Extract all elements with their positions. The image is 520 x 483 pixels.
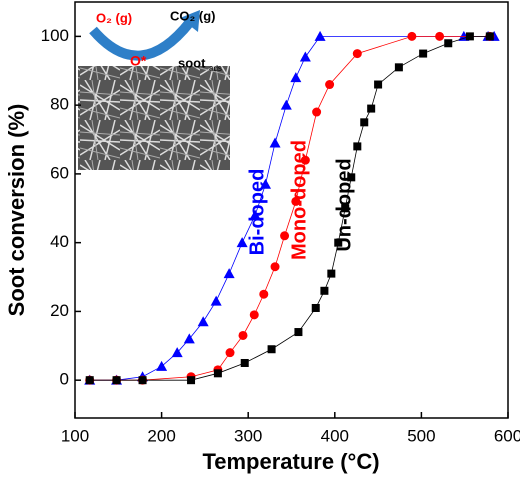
marker xyxy=(320,286,329,295)
marker xyxy=(112,376,121,385)
marker xyxy=(353,142,362,151)
x-tick-label: 400 xyxy=(321,426,349,445)
y-tick-label: 0 xyxy=(60,370,69,389)
marker xyxy=(269,137,281,148)
marker xyxy=(280,231,290,241)
marker xyxy=(238,330,248,340)
y-tick-label: 100 xyxy=(41,26,69,45)
marker xyxy=(325,80,335,90)
marker xyxy=(270,262,280,272)
x-tick-label: 300 xyxy=(234,426,262,445)
marker xyxy=(485,32,494,41)
marker xyxy=(300,155,310,165)
marker xyxy=(249,209,261,220)
inset-image xyxy=(78,66,230,170)
marker xyxy=(374,80,383,89)
marker xyxy=(314,30,326,41)
inset-label: soot xyxy=(178,55,206,70)
marker xyxy=(394,63,403,72)
x-tick-label: 100 xyxy=(61,426,89,445)
inset-label: O₂ (g) xyxy=(96,10,132,25)
marker xyxy=(260,178,272,189)
marker xyxy=(435,31,445,41)
inset-label: CO₂ (g) xyxy=(170,8,216,23)
marker xyxy=(352,49,362,59)
inset-arrowhead xyxy=(180,10,200,32)
marker xyxy=(347,173,356,182)
x-tick-label: 500 xyxy=(407,426,435,445)
marker xyxy=(213,369,222,378)
marker xyxy=(267,345,276,354)
marker xyxy=(465,32,474,41)
marker xyxy=(240,358,249,367)
inset-arrow xyxy=(89,18,194,61)
marker xyxy=(311,303,320,312)
marker xyxy=(327,269,336,278)
marker xyxy=(299,51,311,62)
y-tick-label: 60 xyxy=(50,163,69,182)
marker xyxy=(290,72,302,83)
marker xyxy=(138,376,147,385)
y-axis-label: Soot conversion (%) xyxy=(4,104,29,317)
marker xyxy=(183,333,195,344)
marker xyxy=(291,196,301,206)
marker xyxy=(223,268,235,279)
x-tick-label: 600 xyxy=(494,426,520,445)
marker xyxy=(225,348,235,358)
marker xyxy=(360,118,369,127)
series-label: Mono-doped xyxy=(288,140,310,260)
marker xyxy=(419,49,428,58)
marker xyxy=(197,316,209,327)
y-tick-label: 80 xyxy=(50,95,69,114)
inset-label: ads xyxy=(209,64,222,73)
marker xyxy=(187,376,196,385)
marker xyxy=(236,237,248,248)
marker xyxy=(334,238,343,247)
marker xyxy=(341,204,350,213)
marker xyxy=(407,31,417,41)
y-tick-label: 20 xyxy=(50,301,69,320)
x-axis-label: Temperature (°C) xyxy=(202,449,379,474)
x-tick-label: 200 xyxy=(147,426,175,445)
marker xyxy=(312,107,322,117)
marker xyxy=(259,289,269,299)
marker xyxy=(156,360,168,371)
series-label: Bi-doped xyxy=(246,169,268,256)
marker xyxy=(280,99,292,110)
marker xyxy=(294,328,303,337)
marker xyxy=(444,39,453,48)
marker xyxy=(171,347,183,358)
inset-label: O* xyxy=(130,53,147,69)
plot-frame xyxy=(74,1,509,419)
marker xyxy=(85,376,94,385)
marker xyxy=(210,295,222,306)
series-label: Un-doped xyxy=(333,158,355,251)
y-tick-label: 40 xyxy=(50,232,69,251)
marker xyxy=(249,310,259,320)
marker xyxy=(367,104,376,113)
